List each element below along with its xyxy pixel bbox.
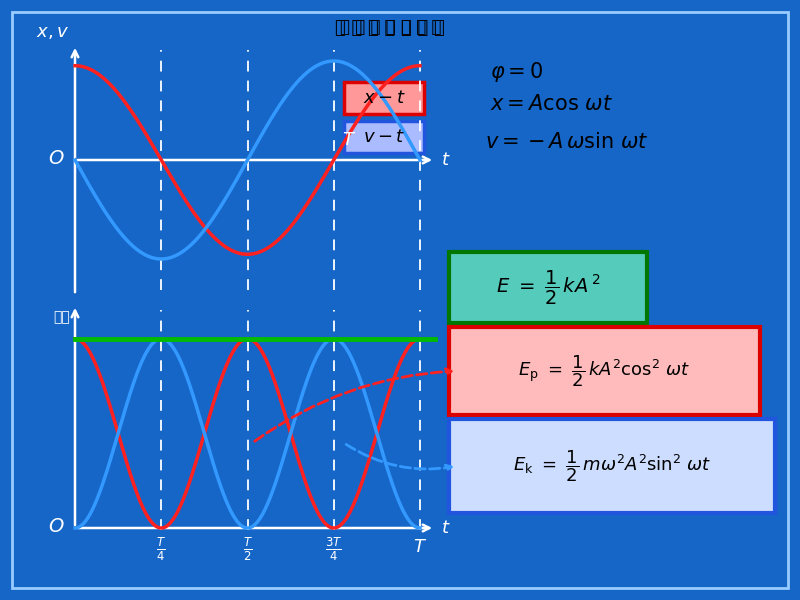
FancyBboxPatch shape	[449, 327, 760, 415]
Text: $v = -A\,\omega\sin\,\omega t$: $v = -A\,\omega\sin\,\omega t$	[485, 132, 649, 152]
Text: $\varphi = 0$: $\varphi = 0$	[490, 60, 543, 84]
Text: $O$: $O$	[49, 517, 65, 535]
Text: $x = A\cos\,\omega t$: $x = A\cos\,\omega t$	[490, 94, 613, 114]
Text: $v-t$: $v-t$	[363, 128, 405, 146]
Text: $t$: $t$	[441, 151, 450, 169]
FancyBboxPatch shape	[344, 121, 424, 153]
Text: $\frac{T}{2}$: $\frac{T}{2}$	[242, 536, 253, 563]
Text: $T$: $T$	[413, 538, 427, 556]
FancyBboxPatch shape	[449, 419, 775, 513]
Text: $E_{\rm p}\ =\ \dfrac{1}{2}\,kA^{2}\cos^{2}\,\omega t$: $E_{\rm p}\ =\ \dfrac{1}{2}\,kA^{2}\cos^…	[518, 353, 690, 389]
Text: 能量: 能量	[54, 310, 70, 324]
Text: $E\ =\ \dfrac{1}{2}\,kA^{\,2}$: $E\ =\ \dfrac{1}{2}\,kA^{\,2}$	[496, 268, 600, 307]
FancyBboxPatch shape	[344, 82, 424, 114]
Text: $\frac{T}{4}$: $\frac{T}{4}$	[156, 536, 166, 563]
Text: 简 谐 运 动 能 量 图: 简 谐 运 动 能 量 图	[335, 19, 445, 37]
Text: $O$: $O$	[49, 148, 65, 167]
Text: $x-t$: $x-t$	[362, 89, 406, 107]
Text: $x,v$: $x,v$	[36, 23, 69, 41]
Text: $E_{\rm k}\ =\ \dfrac{1}{2}\,m\omega^{2}A^{2}\sin^{2}\,\omega t$: $E_{\rm k}\ =\ \dfrac{1}{2}\,m\omega^{2}…	[513, 448, 711, 484]
Text: $T$: $T$	[342, 131, 356, 149]
Text: $t$: $t$	[441, 519, 450, 537]
Text: 简 谐 运 动 能 量 图: 简 谐 运 动 能 量 图	[340, 18, 441, 36]
Text: $\frac{3T}{4}$: $\frac{3T}{4}$	[325, 536, 342, 563]
FancyBboxPatch shape	[449, 252, 647, 323]
